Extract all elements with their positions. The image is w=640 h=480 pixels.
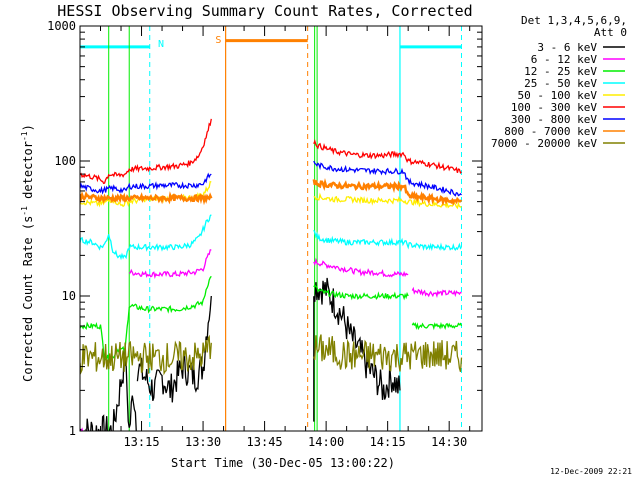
legend-label-0: 3 - 6 keV [537,41,597,54]
x-tick-label-5: 14:30 [431,435,467,449]
series-trace-4-1 [313,192,462,210]
series-trace-5-1 [313,139,462,174]
y-tick-label-3: 1000 [47,19,76,33]
series-trace-2-0 [80,275,212,362]
legend-label-3: 25 - 50 keV [524,77,597,90]
series-trace-6-0 [80,172,212,195]
y-tick-label-2: 100 [54,154,76,168]
legend-header-line-1: Det 1,3,4,5,6,9, [521,14,627,27]
series-trace-1-2 [313,257,409,278]
x-axis-label: Start Time (30-Dec-05 13:00:22) [171,456,395,470]
plot-area: N S 1 10 100 1000 13:15 13:30 13:45 14:00 14:15 14:… [47,19,483,449]
x-tick-label-2: 13:45 [247,435,283,449]
series-trace-7-0 [80,191,213,206]
series-trace-8-0 [80,334,212,376]
series-trace-0-0 [80,349,138,431]
y-tick-label-1: 10 [62,289,76,303]
y-axis-label: Corrected Count Rate (s-1 detector-1) [20,124,35,382]
series-trace-2-2 [411,321,463,331]
y-tick-label-0: 1 [69,424,76,438]
footer-date: 12-Dec-2009 22:21 [550,467,632,476]
series-trace-5-0 [80,118,212,185]
series-trace-1-0 [80,427,85,431]
series-trace-1-1 [129,249,212,280]
legend-label-7: 800 - 7000 keV [504,125,597,138]
plot-content [80,26,463,431]
series-trace-1-3 [411,286,462,298]
state-label-N: N [158,39,164,50]
series-trace-3-0 [80,214,212,261]
legend-label-8: 7000 - 20000 keV [491,137,597,150]
chart-title: HESSI Observing Summary Count Rates, Cor… [57,2,472,20]
state-label-S: S [215,35,221,46]
plot-frame [79,25,483,432]
x-tick-label-3: 14:00 [308,435,344,449]
series-trace-7-1 [312,178,463,207]
x-tick-label-4: 14:15 [370,435,406,449]
legend-label-1: 6 - 12 keV [531,53,598,66]
x-tick-label-1: 13:30 [185,435,221,449]
series-trace-8-1 [313,334,463,372]
series-trace-6-1 [313,160,462,197]
legend-label-6: 300 - 800 keV [511,113,597,126]
x-tick-label-0: 13:15 [123,435,159,449]
series-trace-0-1 [136,295,212,403]
series-trace-2-1 [313,283,409,301]
series-trace-3-1 [313,229,462,252]
legend-label-4: 50 - 100 keV [518,89,598,102]
legend-label-2: 12 - 25 keV [524,65,597,78]
series-trace-0-2 [313,277,401,422]
legend-header-line-2: Att 0 [594,26,627,39]
legend-label-5: 100 - 300 keV [511,101,597,114]
